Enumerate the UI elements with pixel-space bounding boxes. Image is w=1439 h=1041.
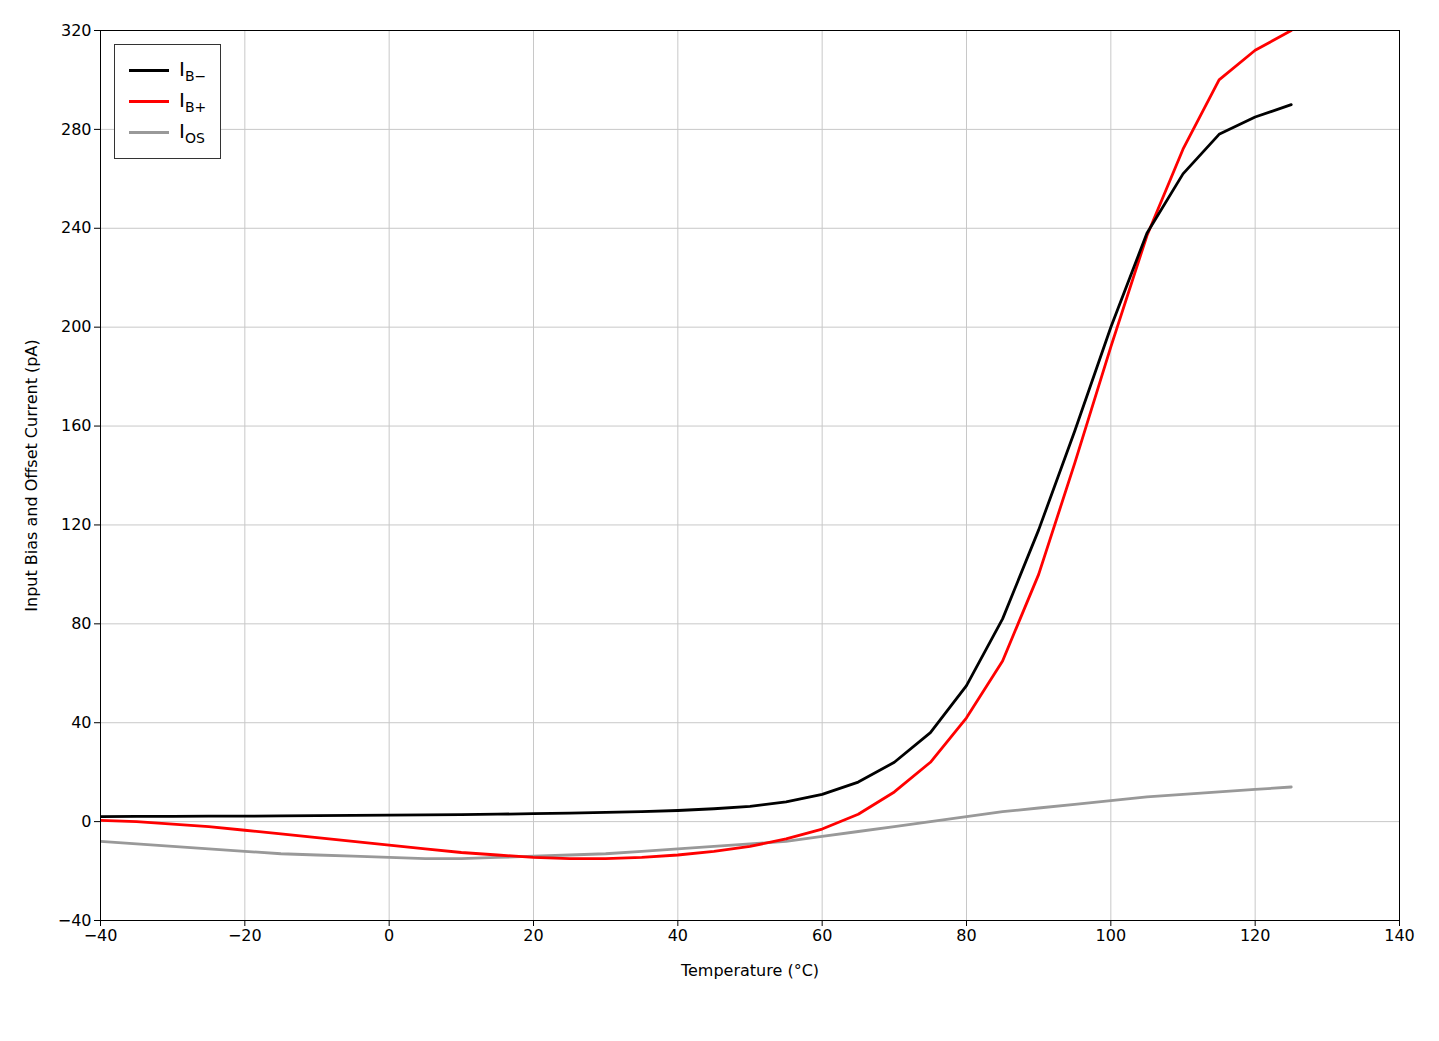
html-text:IB−: IB− — [179, 57, 207, 84]
svg-text:100: 100 — [1096, 926, 1127, 945]
svg-text:120: 120 — [1240, 926, 1271, 945]
svg-text:0: 0 — [384, 926, 394, 945]
svg-text:140: 140 — [1384, 926, 1415, 945]
svg-text:280: 280 — [61, 120, 92, 139]
svg-text:240: 240 — [61, 218, 92, 237]
svg-text:Input Bias and Offset Current: Input Bias and Offset Current (pA) — [22, 339, 41, 611]
svg-text:40: 40 — [71, 713, 91, 732]
svg-text:200: 200 — [61, 317, 92, 336]
svg-text:40: 40 — [668, 926, 688, 945]
svg-text:80: 80 — [71, 614, 91, 633]
svg-text:320: 320 — [61, 21, 92, 40]
svg-text:−40: −40 — [57, 910, 92, 930]
svg-text:120: 120 — [61, 515, 92, 534]
svg-text:−20: −20 — [228, 926, 262, 945]
svg-text:Temperature (°C): Temperature (°C) — [680, 961, 819, 980]
svg-text:160: 160 — [61, 416, 92, 435]
svg-text:60: 60 — [812, 926, 832, 945]
svg-text:80: 80 — [956, 926, 976, 945]
html-text:IOS: IOS — [179, 119, 205, 146]
svg-text:20: 20 — [523, 926, 543, 945]
svg-text:0: 0 — [81, 812, 91, 831]
html-text:IB+: IB+ — [179, 88, 207, 115]
svg-text:−40: −40 — [84, 926, 118, 945]
